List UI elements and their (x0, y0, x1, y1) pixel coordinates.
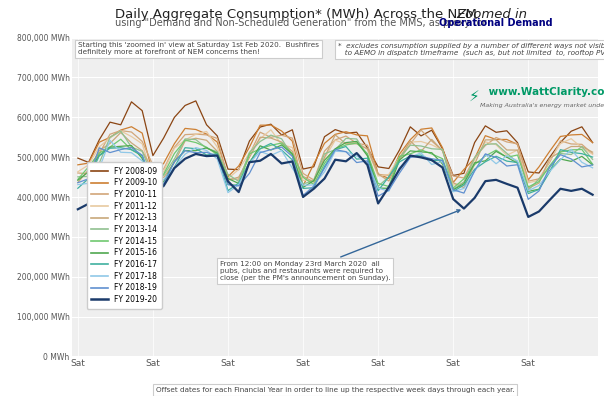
Text: using "Demand and Non-Scheduled Generation" from the MMS, as proxy for: using "Demand and Non-Scheduled Generati… (115, 18, 489, 28)
Text: ⚡: ⚡ (469, 89, 480, 104)
Text: Making Australia's energy market understandable: Making Australia's energy market underst… (480, 103, 604, 108)
Legend: FY 2008-09, FY 2009-10, FY 2010-11, FY 2011-12, FY 2012-13, FY 2013-14, FY 2014-: FY 2008-09, FY 2009-10, FY 2010-11, FY 2… (87, 162, 162, 308)
Text: www.WattClarity.com.au: www.WattClarity.com.au (485, 87, 604, 97)
Text: Starting this 'zoomed in' view at Saturday 1st Feb 2020.  Bushfires
definitely m: Starting this 'zoomed in' view at Saturd… (78, 42, 319, 55)
Text: Offset dates for each Financial Year in order to line up the respective week day: Offset dates for each Financial Year in … (156, 386, 515, 393)
Text: Zoomed in: Zoomed in (457, 8, 528, 21)
Text: Daily Aggregate Consumption* (MWh) Across the NEM: Daily Aggregate Consumption* (MWh) Acros… (115, 8, 489, 21)
Text: *  excludes consumption supplied by a number of different ways not visible
   to: * excludes consumption supplied by a num… (338, 42, 604, 56)
Text: From 12:00 on Monday 23rd March 2020  all
pubs, clubs and restaurants were requi: From 12:00 on Monday 23rd March 2020 all… (220, 210, 460, 281)
Text: Operational Demand: Operational Demand (439, 18, 553, 28)
